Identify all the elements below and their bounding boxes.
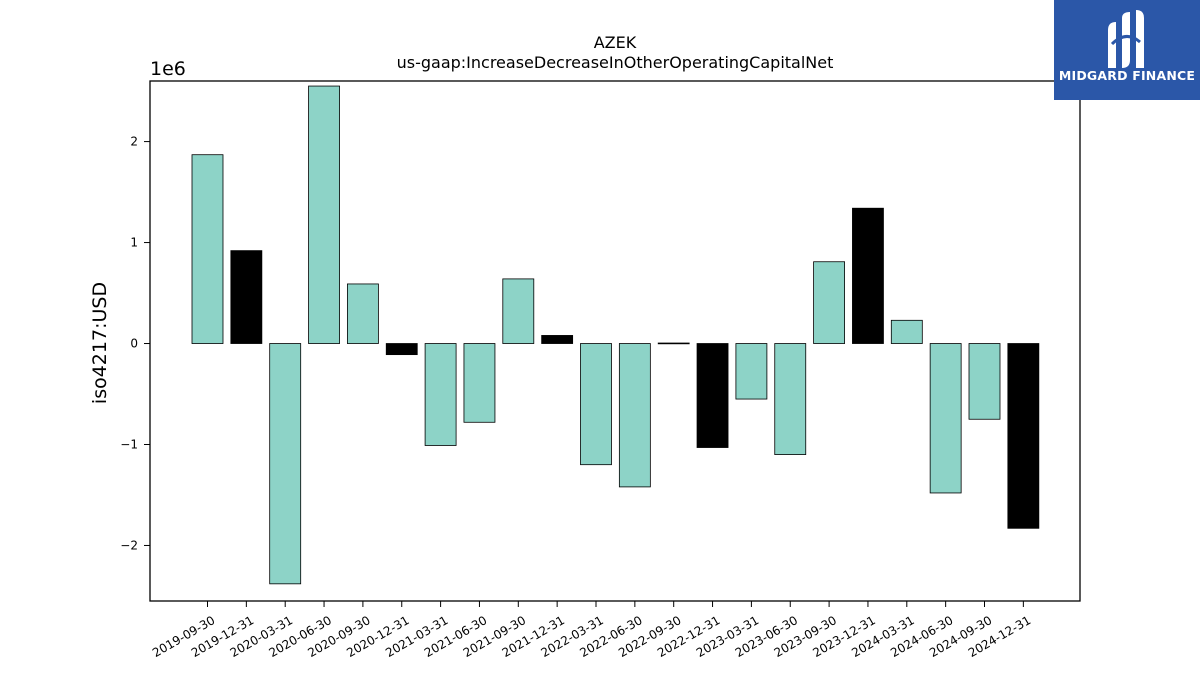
bar-2024-06-30: [929, 343, 962, 494]
y-tick-label: 0: [130, 337, 138, 351]
brand-name: MIDGARD FINANCE: [1058, 68, 1196, 83]
bar-2024-12-31: [1007, 343, 1040, 529]
y-axis-label: iso4217:USD: [89, 282, 111, 404]
bar-2024-03-31: [890, 319, 923, 344]
bar-2024-09-30: [968, 343, 1001, 420]
bars-group: [191, 85, 1040, 585]
bar-2021-09-30: [502, 278, 535, 344]
y-tick-label: −1: [120, 437, 138, 451]
chart-title: AZEK: [594, 33, 637, 52]
bar-2019-09-30: [191, 154, 224, 344]
y-axis-ticks: 2 1 0 −1 −2: [120, 135, 150, 552]
y-scale-label: 1e6: [150, 58, 186, 80]
bar-2020-03-31: [269, 343, 302, 585]
bar-2019-12-31: [230, 250, 263, 344]
plot-frame: [149, 80, 1081, 602]
y-tick-label: −2: [120, 538, 138, 552]
midgard-logo-icon: [1108, 10, 1144, 68]
bar-2023-12-31: [852, 207, 884, 344]
bar-2023-03-31: [735, 343, 768, 400]
bar-2021-03-31: [424, 343, 457, 446]
bar-2020-06-30: [308, 85, 340, 344]
bar-2021-12-31: [541, 335, 574, 344]
bar-2022-06-30: [618, 343, 651, 488]
bar-2020-12-31: [385, 343, 418, 356]
bar-2023-09-30: [813, 261, 845, 344]
bar-2022-03-31: [580, 343, 612, 466]
x-axis-ticks: 2019-09-302019-12-312020-03-312020-06-30…: [150, 601, 1033, 660]
bar-2022-12-31: [696, 343, 729, 448]
y-tick-label: 2: [130, 135, 138, 149]
y-tick-label: 1: [130, 236, 138, 250]
chart-subtitle: us-gaap:IncreaseDecreaseInOtherOperating…: [397, 53, 834, 72]
bar-2022-09-30: [657, 342, 690, 345]
bar-2023-06-30: [774, 343, 807, 455]
bar-2020-09-30: [346, 283, 379, 344]
bar-2021-06-30: [463, 343, 496, 423]
